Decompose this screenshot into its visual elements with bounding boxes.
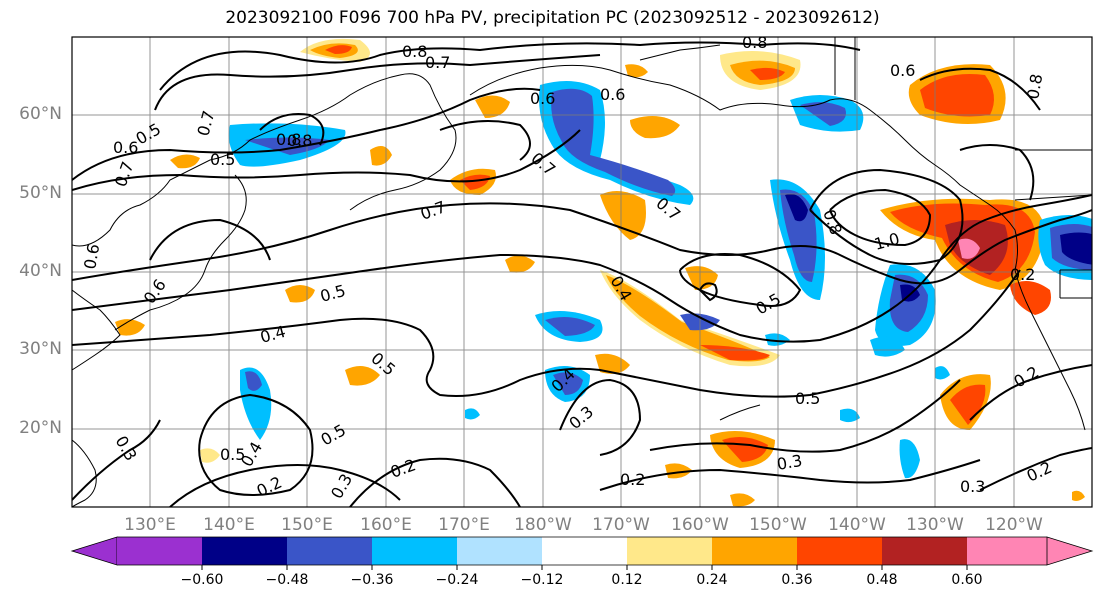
colorbar-swatch (542, 537, 627, 565)
contour-label: 0.8 (742, 33, 767, 52)
lon-label: 150°E (281, 515, 333, 535)
colorbar-swatch (967, 537, 1047, 565)
colorbar-tick-label: 0.24 (696, 572, 728, 588)
colorbar-min-extend (70, 536, 118, 566)
contour-label: 0.6 (530, 89, 555, 108)
contour-label: 0.8 (276, 130, 301, 149)
lon-label: 160°W (671, 515, 729, 535)
colorbar-swatch (202, 537, 287, 565)
contour-label: 0.6 (890, 61, 915, 80)
lon-label: 170°W (592, 515, 650, 535)
chart-title: 2023092100 F096 700 hPa PV, precipitatio… (225, 8, 880, 28)
contour-label: 0.6 (80, 242, 103, 270)
colorbar-swatch (797, 537, 882, 565)
lon-label: 170°E (438, 515, 490, 535)
lat-label: 50°N (19, 183, 62, 203)
colorbar-swatch (627, 537, 712, 565)
colorbar-swatch (287, 537, 372, 565)
colorbar-max-extend (1046, 536, 1094, 566)
colorbar-tick-label: 0.12 (611, 572, 643, 588)
colorbar-tick-label: −0.36 (350, 572, 394, 588)
pv-contours (72, 41, 1092, 507)
contour-label: 0.2 (1010, 265, 1035, 284)
lon-label: 120°W (985, 515, 1043, 535)
colorbar-tick-label: 0.48 (866, 572, 898, 588)
colorbar-swatch (457, 537, 542, 565)
lon-label: 140°W (828, 515, 886, 535)
colorbar-swatch (712, 537, 797, 565)
map-frame (71, 36, 1093, 508)
coastlines (72, 37, 1092, 507)
contour-label: 0.3 (775, 451, 803, 474)
lat-label: 30°N (19, 339, 62, 359)
contour-label: 0.2 (620, 470, 645, 489)
contour-label: 0.5 (795, 389, 820, 408)
contour-label: 0.7 (425, 53, 450, 72)
contour-label: 0.5 (210, 150, 235, 169)
precip-negative-areas (228, 81, 1092, 479)
colorbar-tick-label: −0.60 (180, 572, 224, 588)
contour-label: 0.8 (1023, 72, 1046, 100)
lon-label: 140°E (203, 515, 255, 535)
contour-label: 0.8 (287, 131, 312, 150)
lon-label: 130°W (906, 515, 964, 535)
contour-label: 0.3 (960, 477, 985, 496)
lon-label: 150°W (749, 515, 807, 535)
lat-label: 40°N (19, 261, 62, 281)
lon-label: 160°E (360, 515, 412, 535)
graticule (72, 37, 1092, 507)
contour-label: 0.6 (113, 138, 138, 157)
contour-label: 0.6 (600, 85, 625, 104)
lon-label: 180°W (514, 515, 572, 535)
colorbar-tick-label: 0.60 (951, 572, 983, 588)
lon-label: 130°E (124, 515, 176, 535)
colorbar-swatch (117, 537, 202, 565)
colorbar-swatch (882, 537, 967, 565)
contour-label: 0.8 (402, 42, 427, 61)
colorbar-tick-label: 0.36 (781, 572, 813, 588)
colorbar-tick-label: −0.48 (265, 572, 309, 588)
colorbar-tick-label: −0.24 (435, 572, 479, 588)
contour-label: 0.5 (220, 445, 245, 464)
lat-label: 20°N (19, 418, 62, 438)
lat-label: 60°N (19, 104, 62, 124)
colorbar-tick-label: −0.12 (520, 572, 564, 588)
precip-positive-areas (115, 38, 1085, 507)
colorbar-swatch (372, 537, 457, 565)
colorbar (70, 536, 1094, 570)
